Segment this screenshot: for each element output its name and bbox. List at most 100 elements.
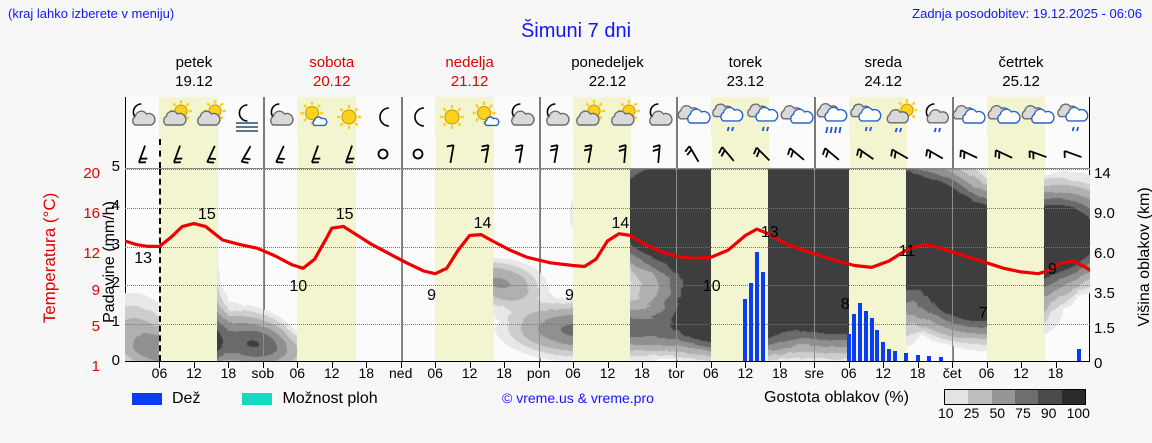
weather-icon-cloudy-rain-heavy — [815, 99, 849, 137]
wind-barb — [474, 139, 500, 167]
day-date: 21.12 — [450, 73, 489, 90]
weather-icon-sun-smallcloud — [470, 99, 504, 137]
time-tick-mark — [986, 362, 988, 368]
rain-bar — [904, 353, 909, 361]
time-tick-label: 06 — [703, 365, 719, 381]
time-tick-label: sre — [804, 365, 824, 381]
weather-icon-night-cloudy — [504, 99, 538, 137]
time-tick-mark — [814, 362, 816, 368]
cloud-height-tick: 6.0 — [1094, 245, 1115, 262]
time-tick-mark — [676, 362, 678, 368]
weather-icon-sun-cloudy-rain — [883, 99, 919, 137]
day-separator — [262, 97, 264, 139]
time-tick-label: 06 — [565, 365, 581, 381]
precipitation-tick: 4 — [111, 196, 120, 214]
cloud-height-tick: 1.5 — [1094, 320, 1115, 337]
temperature-label: 9 — [1048, 260, 1057, 278]
wind-barb — [819, 139, 845, 167]
time-tick-label: 18 — [220, 365, 237, 381]
cloud-density-tick: 25 — [963, 405, 980, 421]
time-tick-mark — [883, 362, 885, 368]
temperature-tick: 5 — [91, 318, 100, 335]
cloud-height-axis-title: Višina oblakov (km) — [1136, 187, 1152, 327]
day-name: sobota — [309, 54, 355, 71]
weather-icon-night-clear — [401, 99, 435, 137]
horizontal-gridline — [125, 169, 1090, 170]
temperature-label: 8 — [840, 295, 850, 313]
wind-barb — [956, 139, 982, 167]
weather-icon-cloudy — [780, 99, 814, 137]
weather-icon-night-cloudy — [125, 99, 159, 137]
daylight-band — [435, 169, 493, 361]
weather-icon-night-clear — [366, 99, 400, 137]
cloud-height-tick: 0 — [1094, 355, 1103, 372]
wind-barb — [646, 139, 672, 167]
temperature-label: 15 — [197, 206, 216, 224]
wind-barb — [922, 139, 948, 167]
day-header-nedelja: nedelja 21.12 — [401, 53, 539, 91]
time-tick-mark — [435, 362, 437, 368]
time-tick-mark — [573, 362, 575, 368]
day-name: nedelja — [445, 54, 494, 71]
wind-barb — [577, 139, 603, 167]
wind-barb — [612, 139, 638, 167]
series-legend: Dež Možnost ploh — [132, 388, 420, 410]
time-tick-label: 12 — [323, 365, 340, 381]
day-date: 25.12 — [1002, 73, 1040, 90]
time-tick-label: 06 — [427, 365, 443, 381]
weather-icon-night-cloudy-rain — [918, 99, 952, 137]
time-tick-mark — [366, 362, 368, 368]
wind-barb — [439, 139, 465, 167]
rain-bar — [892, 351, 897, 361]
cloud-density-legend-title: Gostota oblakov (%) — [764, 389, 909, 406]
cloud-density-gradient — [944, 389, 1086, 405]
rain-bar — [1076, 349, 1081, 361]
rain-bar — [754, 252, 759, 361]
chart-plot-body: 131510159149141013811796 — [125, 168, 1090, 362]
precipitation-tick: 1 — [111, 313, 120, 331]
temperature-tick: 12 — [83, 245, 100, 262]
wind-barb — [129, 139, 155, 167]
rain-bar — [749, 283, 754, 361]
current-time-line — [159, 139, 162, 168]
legend-label-rain: Dež — [172, 390, 201, 407]
wind-barb — [543, 139, 569, 167]
time-tick-label: ned — [389, 365, 413, 381]
time-tick-label: pon — [526, 365, 551, 381]
weather-icon-cloudy — [987, 99, 1021, 137]
time-tick-mark — [228, 362, 230, 368]
legend-item-showers: Možnost ploh — [242, 390, 378, 408]
rain-bar — [858, 302, 863, 361]
horizontal-gridline — [125, 207, 1090, 209]
wind-barb — [370, 139, 396, 167]
temperature-label: 9 — [565, 286, 574, 304]
cloud-density-tick: 50 — [989, 405, 1006, 421]
wind-barb — [508, 139, 534, 167]
temperature-label: 10 — [702, 277, 721, 295]
cloud-density-tick: 100 — [1066, 405, 1090, 421]
temperature-label: 13 — [134, 250, 153, 268]
cloud-height-tick: 9.0 — [1094, 205, 1115, 222]
temperature-tick: 16 — [83, 205, 100, 222]
day-separator — [538, 97, 540, 139]
vertical-gridline — [262, 169, 264, 361]
time-tick-mark — [710, 362, 712, 368]
copyright-link[interactable]: © vreme.us & vreme.pro — [502, 390, 654, 406]
day-separator — [400, 139, 402, 168]
time-tick-label: 12 — [1013, 365, 1029, 381]
time-tick-mark — [1055, 362, 1057, 368]
last-update-text: Zadnja posodobitev: 19.12.2025 - 06:06 — [912, 6, 1142, 21]
weather-icon-cloudy — [677, 99, 711, 137]
day-separator — [814, 97, 816, 139]
day-separator — [952, 139, 954, 168]
time-tick-label: 18 — [496, 365, 512, 381]
showers-color-swatch — [242, 393, 273, 405]
weather-icon-cloudy-rain — [746, 99, 780, 137]
time-tick-mark — [504, 362, 506, 368]
day-header-sobota: sobota 20.12 — [263, 53, 401, 91]
day-date: 24.12 — [864, 73, 902, 90]
wind-barb — [784, 139, 810, 167]
wind-barb — [750, 139, 776, 167]
time-tick-label: 06 — [978, 365, 995, 381]
precipitation-tick: 3 — [111, 235, 120, 253]
